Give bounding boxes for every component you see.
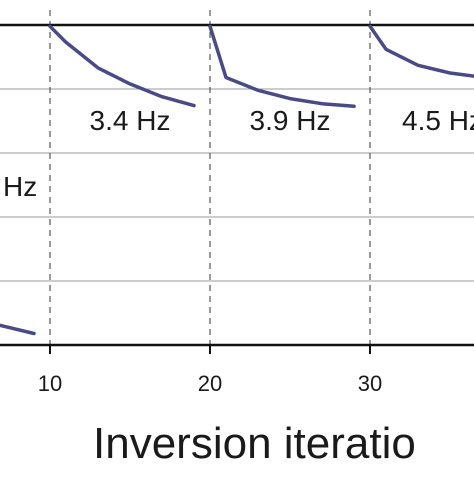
- x-tick-label: 20: [198, 371, 222, 396]
- grid-layer: [0, 88, 474, 282]
- series-line: [368, 24, 474, 78]
- series-line: [48, 24, 196, 108]
- x-tick-label: 30: [358, 371, 382, 396]
- segment-label: 3.9 Hz: [250, 105, 331, 136]
- x-ticks: 10 20 30: [38, 345, 382, 396]
- series-layer: [0, 24, 474, 336]
- series-line: [208, 24, 356, 109]
- segment-label: Hz: [3, 171, 37, 202]
- segment-separators: [49, 10, 371, 345]
- x-tick-label: 10: [38, 371, 62, 396]
- plot-frame: [0, 23, 474, 347]
- segment-labels: Hz 3.4 Hz 3.9 Hz 4.5 Hz: [3, 105, 474, 202]
- segment-label: 3.4 Hz: [90, 105, 171, 136]
- x-axis-title: Inversion iteratio: [93, 419, 416, 468]
- segment-label: 4.5 Hz: [402, 105, 474, 136]
- series-line: [0, 323, 36, 336]
